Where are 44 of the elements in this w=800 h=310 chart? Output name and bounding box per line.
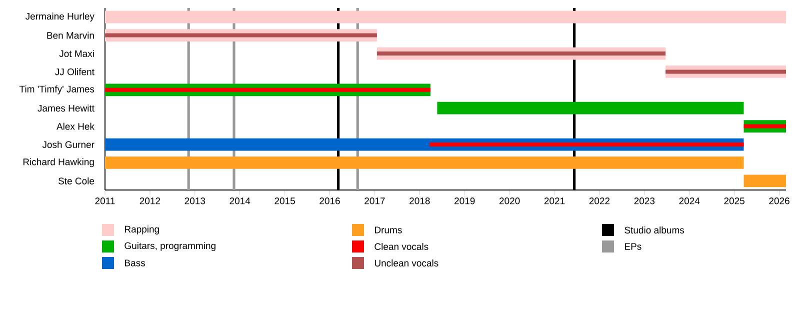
x-tick-label: 2020 (499, 198, 520, 204)
bar (105, 88, 430, 92)
y-tick-label: Richard Hawking (23, 158, 94, 168)
x-tick-label: 2014 (230, 198, 250, 204)
x-tick-label: 2019 (454, 198, 475, 204)
legend-label: Drums (374, 226, 402, 234)
x-tick-label: 2016 (320, 198, 340, 204)
bar (105, 10, 786, 24)
y-tick-label: Ben Marvin (47, 32, 94, 39)
x-tick-label: 2011 (95, 198, 115, 204)
x-tick-label: 2025 (724, 198, 744, 204)
x-tick-label: 2024 (679, 198, 700, 204)
legend-label: EPs (624, 243, 642, 250)
x-tick-label: 2021 (544, 198, 565, 204)
x-tick-label: 2022 (589, 198, 610, 204)
bar (105, 156, 744, 169)
legend-label: Bass (124, 260, 145, 266)
bar (105, 33, 377, 38)
legend-label: Studio albums (624, 226, 684, 234)
x-tick-label: 2018 (410, 198, 430, 204)
y-tick-label: JJ Olifent (55, 68, 94, 76)
y-tick-label: Alex Hek (56, 122, 94, 130)
y-tick-label: Jot Maxi (59, 50, 94, 57)
x-tick-label: 2026 (769, 198, 790, 204)
x-tick-label: 2023 (634, 198, 655, 204)
bar (666, 70, 786, 74)
bar (430, 142, 744, 146)
bar (744, 124, 786, 128)
x-tick-label: 2013 (184, 198, 206, 204)
x-tick-label: 2015 (274, 198, 295, 204)
y-tick-label: Tim 'Timfy' James (19, 85, 94, 94)
legend-label: Guitars, programming (124, 242, 216, 251)
legend-label: Clean vocals (374, 243, 428, 250)
x-tick-label: 2017 (364, 198, 385, 204)
y-tick-label: Josh Gurner (42, 141, 94, 148)
legend-label: Rapping (124, 226, 159, 234)
y-tick-label: Jermaine Hurley (25, 12, 94, 22)
x-tick-label: 2012 (140, 198, 160, 204)
y-tick-label: Ste Cole (58, 177, 94, 184)
y-tick-label: James Hewitt (38, 104, 94, 112)
bar (744, 174, 786, 188)
bar (437, 102, 744, 114)
legend-label: Unclean vocals (374, 260, 438, 266)
bar (376, 52, 666, 56)
